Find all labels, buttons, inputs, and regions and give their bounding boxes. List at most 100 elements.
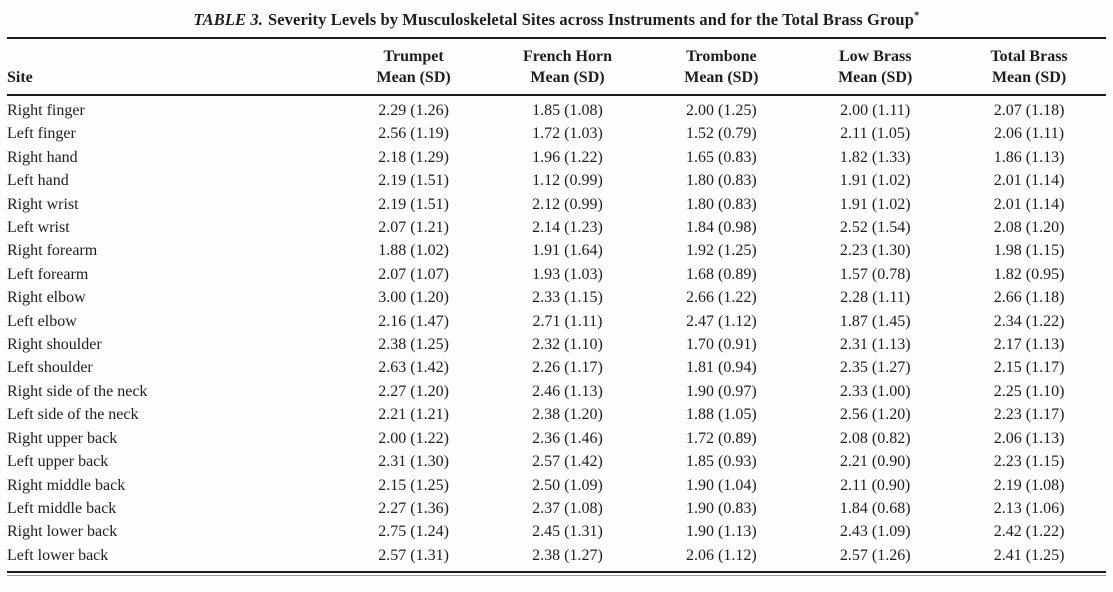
mean-sd-cell: 2.26 (1.17) (532, 359, 603, 377)
mean-sd-cell: 2.23 (1.15) (993, 453, 1065, 471)
mean-sd-cell: 1.65 (0.83) (686, 148, 757, 166)
mean-sd-cell: 2.15 (1.25) (378, 476, 449, 494)
table-row: Left lower back 2.57 (1.31) 2.38 (1.27) 2.0… (7, 543, 1106, 574)
table-row: Right middle back 2.15 (1.25) 2.50 (1.09) 1… (7, 474, 1106, 497)
mean-sd-cell: 2.07 (1.21) (378, 219, 449, 237)
col-header-trombone-sub: Mean (SD) (684, 69, 759, 86)
col-header-french-horn-sub: Mean (SD) (530, 69, 605, 86)
site-cell: Left hand (7, 172, 69, 190)
mean-sd-cell: 1.85 (1.08) (532, 102, 603, 119)
footnote-marker: * (913, 9, 920, 22)
col-header-low-brass-sub: Mean (SD) (838, 69, 913, 86)
mean-sd-cell: 2.00 (1.22) (378, 429, 449, 447)
col-header-french-horn-label: French Horn (522, 48, 612, 65)
mean-sd-cell: 1.91 (1.02) (839, 195, 911, 213)
mean-sd-cell: 2.19 (1.51) (378, 172, 449, 190)
mean-sd-cell: 2.33 (1.15) (532, 289, 603, 307)
mean-sd-cell: 2.23 (1.30) (839, 242, 911, 260)
mean-sd-cell: 1.90 (1.04) (686, 476, 757, 494)
mean-sd-cell: 2.35 (1.27) (839, 359, 911, 377)
mean-sd-cell: 2.01 (1.14) (993, 172, 1065, 190)
col-header-trumpet: Trumpet Mean (SD) (336, 37, 491, 96)
mean-sd-cell: 1.70 (0.91) (686, 336, 757, 354)
col-header-total-brass-sub: Mean (SD) (991, 69, 1067, 86)
mean-sd-cell: 2.50 (1.09) (532, 476, 603, 494)
mean-sd-cell: 2.38 (1.25) (378, 336, 449, 354)
table-row: Left finger 2.56 (1.19) 1.72 (1.03) 1.52 (0… (7, 122, 1106, 145)
header-row: Site Trumpet Mean (SD) French Horn Mean … (7, 37, 1106, 96)
table-row: Right finger 2.29 (1.26) 1.85 (1.08) 2.00 (… (7, 95, 1106, 122)
mean-sd-cell: 1.12 (0.99) (532, 172, 603, 190)
mean-sd-cell: 1.88 (1.02) (378, 242, 449, 260)
mean-sd-cell: 2.11 (1.05) (840, 125, 911, 143)
mean-sd-cell: 2.12 (0.99) (532, 195, 603, 213)
table-title: TABLE 3. Severity Levels by Musculoskelet… (7, 8, 1106, 37)
site-cell: Right shoulder (7, 336, 102, 354)
mean-sd-cell: 2.08 (0.82) (839, 429, 911, 447)
mean-sd-cell: 2.28 (1.11) (840, 289, 911, 307)
mean-sd-cell: 2.57 (1.42) (532, 453, 603, 471)
site-cell: Left middle back (7, 499, 117, 517)
mean-sd-cell: 2.21 (0.90) (839, 453, 911, 471)
mean-sd-cell: 1.90 (0.83) (686, 499, 757, 517)
mean-sd-cell: 2.66 (1.22) (686, 289, 757, 307)
mean-sd-cell: 1.52 (0.79) (686, 125, 757, 143)
mean-sd-cell: 2.23 (1.17) (993, 406, 1065, 424)
mean-sd-cell: 2.29 (1.26) (378, 102, 449, 119)
mean-sd-cell: 2.08 (1.20) (993, 219, 1065, 237)
mean-sd-cell: 1.92 (1.25) (686, 242, 757, 260)
mean-sd-cell: 2.13 (1.06) (993, 499, 1065, 517)
mean-sd-cell: 2.00 (1.11) (840, 102, 911, 119)
table-row: Right wrist 2.19 (1.51) 2.12 (0.99) 1.80 (0… (7, 193, 1106, 216)
table-row: Right forearm 1.88 (1.02) 1.91 (1.64) 1.92 … (7, 239, 1106, 262)
mean-sd-cell: 2.19 (1.51) (378, 195, 449, 213)
mean-sd-cell: 2.46 (1.13) (532, 382, 603, 400)
mean-sd-cell: 2.71 (1.11) (532, 312, 603, 330)
mean-sd-cell: 1.81 (0.94) (686, 359, 757, 377)
site-cell: Left finger (7, 125, 76, 143)
mean-sd-cell: 2.33 (1.00) (839, 382, 911, 400)
mean-sd-cell: 2.06 (1.13) (993, 429, 1065, 447)
mean-sd-cell: 1.91 (1.64) (532, 242, 603, 260)
mean-sd-cell: 1.72 (1.03) (532, 125, 603, 143)
mean-sd-cell: 2.47 (1.12) (686, 312, 757, 330)
mean-sd-cell: 1.91 (1.02) (839, 172, 911, 190)
mean-sd-cell: 2.18 (1.29) (378, 148, 449, 166)
col-header-site: Site (7, 37, 337, 96)
mean-sd-cell: 2.37 (1.08) (532, 499, 603, 517)
mean-sd-cell: 2.57 (1.26) (798, 543, 953, 574)
site-cell: Right upper back (7, 429, 118, 447)
mean-sd-cell: 2.31 (1.13) (839, 336, 911, 354)
mean-sd-cell: 2.63 (1.42) (378, 359, 449, 377)
mean-sd-cell: 2.27 (1.20) (378, 382, 449, 400)
mean-sd-cell: 2.16 (1.47) (378, 312, 449, 330)
mean-sd-cell: 1.88 (1.05) (686, 406, 757, 424)
mean-sd-cell: 2.38 (1.20) (532, 406, 603, 424)
mean-sd-cell: 1.80 (0.83) (686, 172, 757, 190)
table-number-label: TABLE 3. (193, 10, 263, 29)
table-row: Left shoulder 2.63 (1.42) 2.26 (1.17) 1.81 … (7, 356, 1106, 379)
site-cell: Right finger (7, 102, 85, 119)
table-row: Right elbow 3.00 (1.20) 2.33 (1.15) 2.66 (1… (7, 286, 1106, 309)
severity-table: Site Trumpet Mean (SD) French Horn Mean … (7, 37, 1106, 574)
mean-sd-cell: 2.56 (1.20) (839, 406, 911, 424)
mean-sd-cell: 2.34 (1.22) (993, 312, 1065, 330)
table-row: Left wrist 2.07 (1.21) 2.14 (1.23) 1.84 (0.… (7, 216, 1106, 239)
col-header-french-horn: French Horn Mean (SD) (490, 37, 645, 96)
col-header-trombone-label: Trombone (686, 48, 757, 65)
mean-sd-cell: 2.56 (1.19) (378, 125, 449, 143)
mean-sd-cell: 2.01 (1.14) (993, 195, 1065, 213)
table-row: Left hand 2.19 (1.51) 1.12 (0.99) 1.80 (0.8… (7, 169, 1106, 192)
site-cell: Right side of the neck (7, 382, 148, 400)
mean-sd-cell: 2.06 (1.12) (644, 543, 799, 574)
col-header-trombone: Trombone Mean (SD) (644, 37, 799, 96)
mean-sd-cell: 2.57 (1.31) (336, 543, 491, 574)
mean-sd-cell: 2.38 (1.27) (490, 543, 645, 574)
table-row: Right side of the neck 2.27 (1.20) 2.46 (1… (7, 380, 1106, 403)
mean-sd-cell: 2.75 (1.24) (378, 523, 449, 541)
table-row: Left upper back 2.31 (1.30) 2.57 (1.42) 1.8… (7, 450, 1106, 473)
mean-sd-cell: 2.07 (1.07) (378, 265, 449, 283)
mean-sd-cell: 2.15 (1.17) (993, 359, 1065, 377)
col-header-low-brass-label: Low Brass (838, 48, 912, 65)
site-cell: Right lower back (7, 523, 118, 541)
